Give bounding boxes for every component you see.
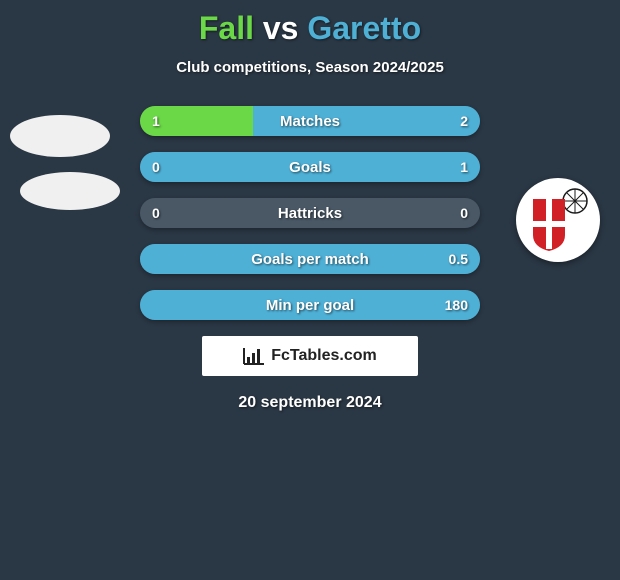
left-ellipse-2 <box>20 172 120 210</box>
club-badge <box>516 178 600 262</box>
left-ellipse-1 <box>10 115 110 157</box>
stat-label: Goals <box>140 152 480 182</box>
stat-row: 180Min per goal <box>140 290 480 320</box>
stat-label: Goals per match <box>140 244 480 274</box>
vs-text: vs <box>263 10 299 46</box>
stat-row: 00Hattricks <box>140 198 480 228</box>
date-text: 20 september 2024 <box>0 394 620 412</box>
stat-label: Matches <box>140 106 480 136</box>
footer-brand-text: FcTables.com <box>271 347 377 365</box>
stat-row: 12Matches <box>140 106 480 136</box>
stat-label: Hattricks <box>140 198 480 228</box>
stats-container: 12Matches 01Goals 00Hattricks 0.5Goals per … <box>140 106 480 320</box>
chart-icon <box>243 347 265 365</box>
footer-brand[interactable]: FcTables.com <box>202 336 418 376</box>
page-title: Fall vs Garetto <box>0 0 620 47</box>
stat-row: 0.5Goals per match <box>140 244 480 274</box>
player1-name: Fall <box>199 10 254 46</box>
player2-name: Garetto <box>307 10 421 46</box>
club-badge-icon <box>523 185 593 255</box>
stat-label: Min per goal <box>140 290 480 320</box>
stat-row: 01Goals <box>140 152 480 182</box>
subtitle: Club competitions, Season 2024/2025 <box>0 59 620 76</box>
